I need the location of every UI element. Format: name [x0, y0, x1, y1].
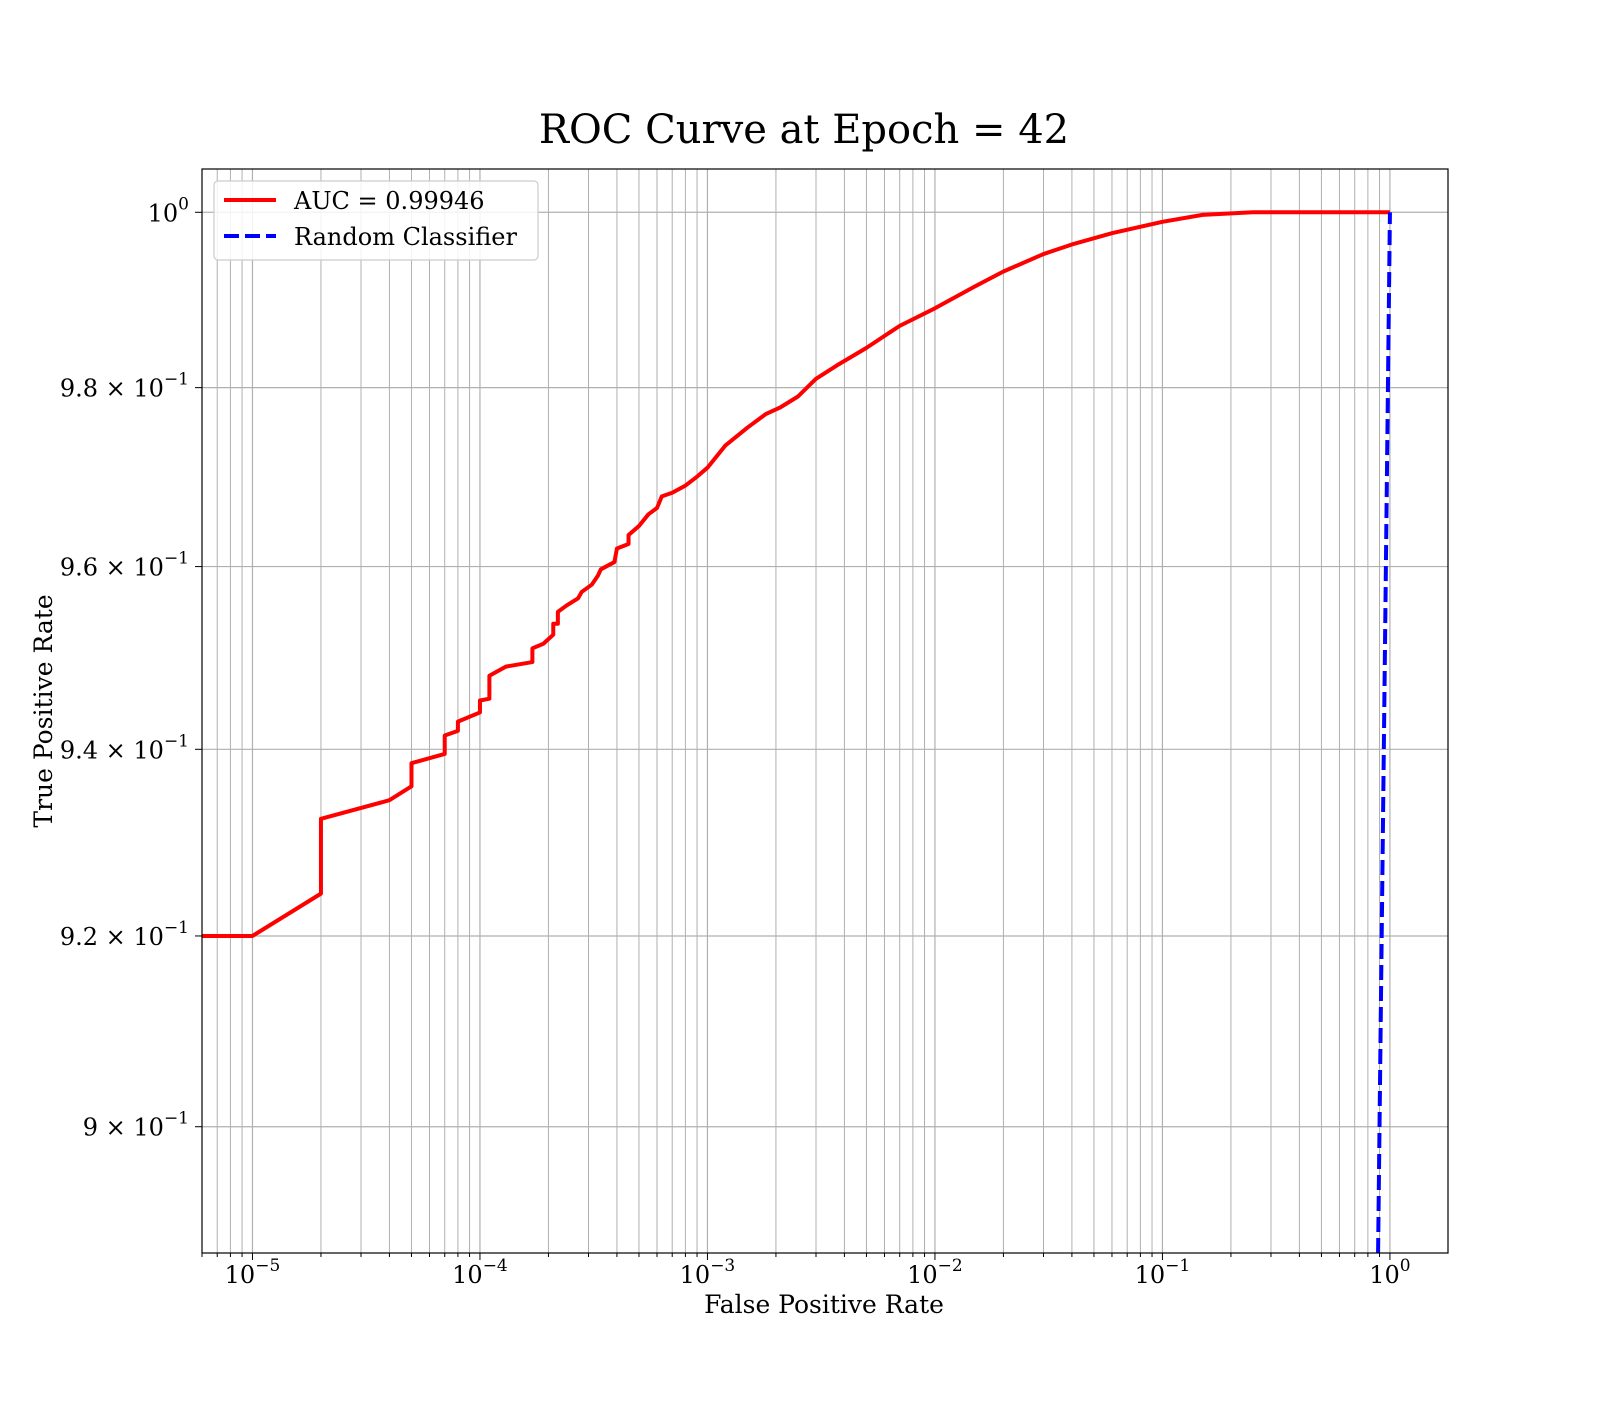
x-tick-label: 10−2: [907, 1256, 963, 1289]
x-axis-label: False Positive Rate: [704, 1290, 944, 1319]
x-tick-label: 10−1: [1135, 1256, 1191, 1289]
legend-label-random: Random Classifier: [294, 223, 517, 251]
x-tick-label: 10−3: [680, 1256, 736, 1289]
chart-title: ROC Curve at Epoch = 42: [539, 107, 1069, 153]
y-tick-label: 9 × 10−1: [83, 1109, 189, 1142]
legend-box: [213, 180, 539, 261]
data-layer: [202, 210, 1392, 1253]
x-tick-label: 10−5: [225, 1256, 281, 1289]
legend-label-auc: AUC = 0.99946: [293, 187, 485, 215]
x-tick-label: 100: [1369, 1256, 1410, 1289]
y-tick-label: 9.2 × 10−1: [60, 918, 189, 951]
x-tick-label: 10−4: [452, 1256, 508, 1289]
random-classifier-line: [1376, 212, 1392, 1253]
y-tick-label: 9.6 × 10−1: [60, 549, 189, 582]
y-tick-label: 100: [148, 194, 189, 227]
roc-curve-line: [202, 210, 1390, 938]
tick-labels: 10−5 10−4 10−3 10−2 10−1 100 100 9.8 × 10−1 9.6 …: [60, 194, 1411, 1289]
y-axis-label: True Positive Rate: [29, 594, 58, 827]
y-tick-label: 9.4 × 10−1: [60, 731, 189, 764]
y-tick-label: 9.8 × 10−1: [60, 370, 189, 403]
grid: [195, 169, 1448, 1260]
legend: AUC = 0.99946 Random Classifier: [213, 180, 539, 261]
plot-frame: [201, 168, 1449, 1254]
